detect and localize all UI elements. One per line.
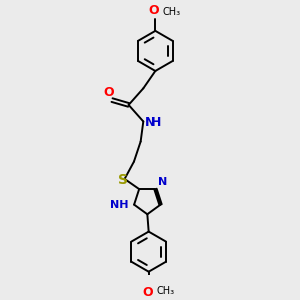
Text: N: N — [145, 116, 155, 129]
Text: O: O — [142, 286, 153, 298]
Text: O: O — [149, 4, 159, 17]
Text: NH: NH — [110, 200, 128, 210]
Text: CH₃: CH₃ — [156, 286, 174, 296]
Text: CH₃: CH₃ — [163, 7, 181, 17]
Text: N: N — [158, 177, 167, 187]
Text: S: S — [118, 173, 128, 187]
Text: O: O — [103, 86, 114, 99]
Text: H: H — [151, 116, 162, 129]
